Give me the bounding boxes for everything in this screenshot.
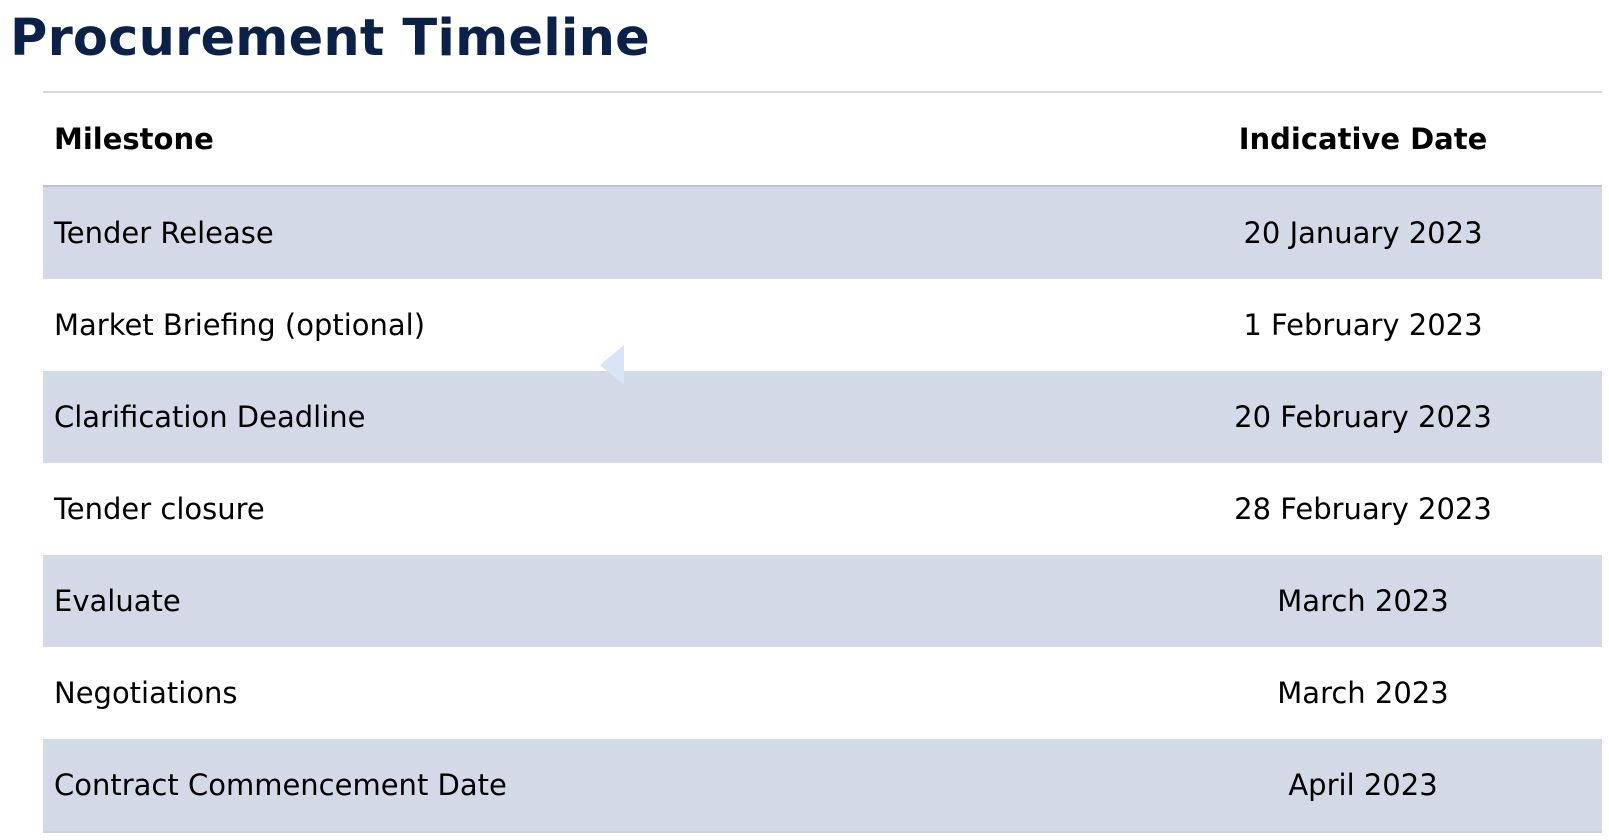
table-header-row: Milestone Indicative Date — [43, 92, 1602, 187]
procurement-timeline-table: Milestone Indicative Date Tender Release… — [43, 91, 1602, 833]
indicative-date-column-header: Indicative Date — [1124, 92, 1602, 187]
table-row: Tender Release 20 January 2023 — [43, 186, 1602, 279]
table-row: Negotiations March 2023 — [43, 647, 1602, 739]
date-cell: April 2023 — [1124, 739, 1602, 833]
date-cell: 20 January 2023 — [1124, 186, 1602, 279]
milestone-cell: Contract Commencement Date — [43, 739, 1124, 833]
table-row: Clarification Deadline 20 February 2023 — [43, 371, 1602, 463]
milestone-cell: Tender Release — [43, 186, 1124, 279]
table-row: Tender closure 28 February 2023 — [43, 463, 1602, 555]
milestone-cell: Evaluate — [43, 555, 1124, 647]
date-cell: 1 February 2023 — [1124, 279, 1602, 371]
page-title: Procurement Timeline — [10, 9, 650, 68]
milestone-cell: Clarification Deadline — [43, 371, 1124, 463]
milestone-column-header: Milestone — [43, 92, 1124, 187]
date-cell: March 2023 — [1124, 647, 1602, 739]
table-row: Contract Commencement Date April 2023 — [43, 739, 1602, 833]
triangle-left-icon[interactable] — [600, 345, 624, 385]
milestone-cell: Market Briefing (optional) — [43, 279, 1124, 371]
milestone-cell: Negotiations — [43, 647, 1124, 739]
table-row: Market Briefing (optional) 1 February 20… — [43, 279, 1602, 371]
date-cell: 28 February 2023 — [1124, 463, 1602, 555]
date-cell: 20 February 2023 — [1124, 371, 1602, 463]
table-row: Evaluate March 2023 — [43, 555, 1602, 647]
milestone-cell: Tender closure — [43, 463, 1124, 555]
date-cell: March 2023 — [1124, 555, 1602, 647]
